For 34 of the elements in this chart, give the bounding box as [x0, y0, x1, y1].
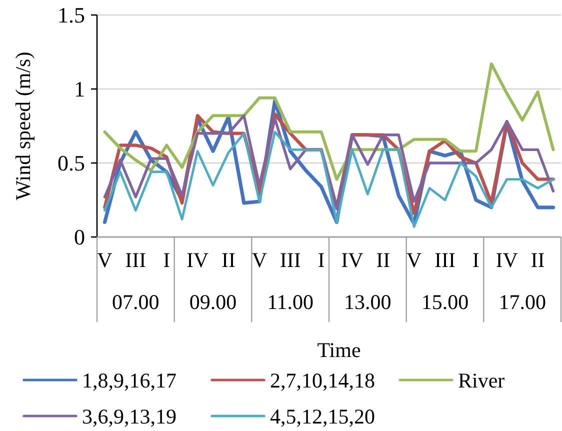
- y-axis-title: Wind speed (m/s): [11, 52, 35, 200]
- legend-label: 3,6,9,13,19: [82, 404, 176, 428]
- x-tick-label: IV: [186, 248, 209, 272]
- text: 13.00: [344, 290, 392, 314]
- x-tick-label: I: [163, 248, 170, 272]
- text: 09.00: [189, 290, 237, 314]
- line-series: [103, 62, 555, 181]
- legend-label: River: [458, 368, 505, 392]
- x-tick-label: II: [376, 248, 390, 272]
- line-series: [104, 130, 554, 228]
- x-tick-label: I: [472, 248, 480, 272]
- legend-label: 2,7,10,14,18: [270, 368, 375, 392]
- x-tick-label: V: [252, 248, 267, 272]
- legend-label: 4,5,12,15,20: [270, 404, 375, 428]
- x-tick-label: IV: [341, 248, 364, 272]
- y-tick-label: 0: [74, 224, 85, 250]
- x-tick-label: V: [97, 248, 112, 272]
- x-tick-label: III: [434, 248, 456, 272]
- x-tick-label: III: [125, 248, 146, 272]
- x-axis-title: Time: [317, 338, 361, 362]
- y-tick-label: 1: [74, 76, 85, 102]
- y-tick-label: 0.5: [58, 150, 85, 176]
- text: 15.00: [421, 290, 469, 314]
- x-tick-label: II: [530, 248, 545, 272]
- x-tick-label: II: [221, 248, 236, 272]
- text: 07.00: [112, 290, 160, 314]
- legend-label: 1,8,9,16,17: [82, 368, 176, 392]
- text: 17.00: [498, 290, 546, 314]
- y-tick-label: 1.5: [58, 2, 85, 28]
- x-tick-label: III: [280, 248, 301, 272]
- x-tick-label: IV: [496, 248, 518, 272]
- x-tick-label: I: [318, 248, 325, 272]
- text: 11.00: [267, 290, 314, 314]
- x-tick-label: V: [406, 248, 422, 272]
